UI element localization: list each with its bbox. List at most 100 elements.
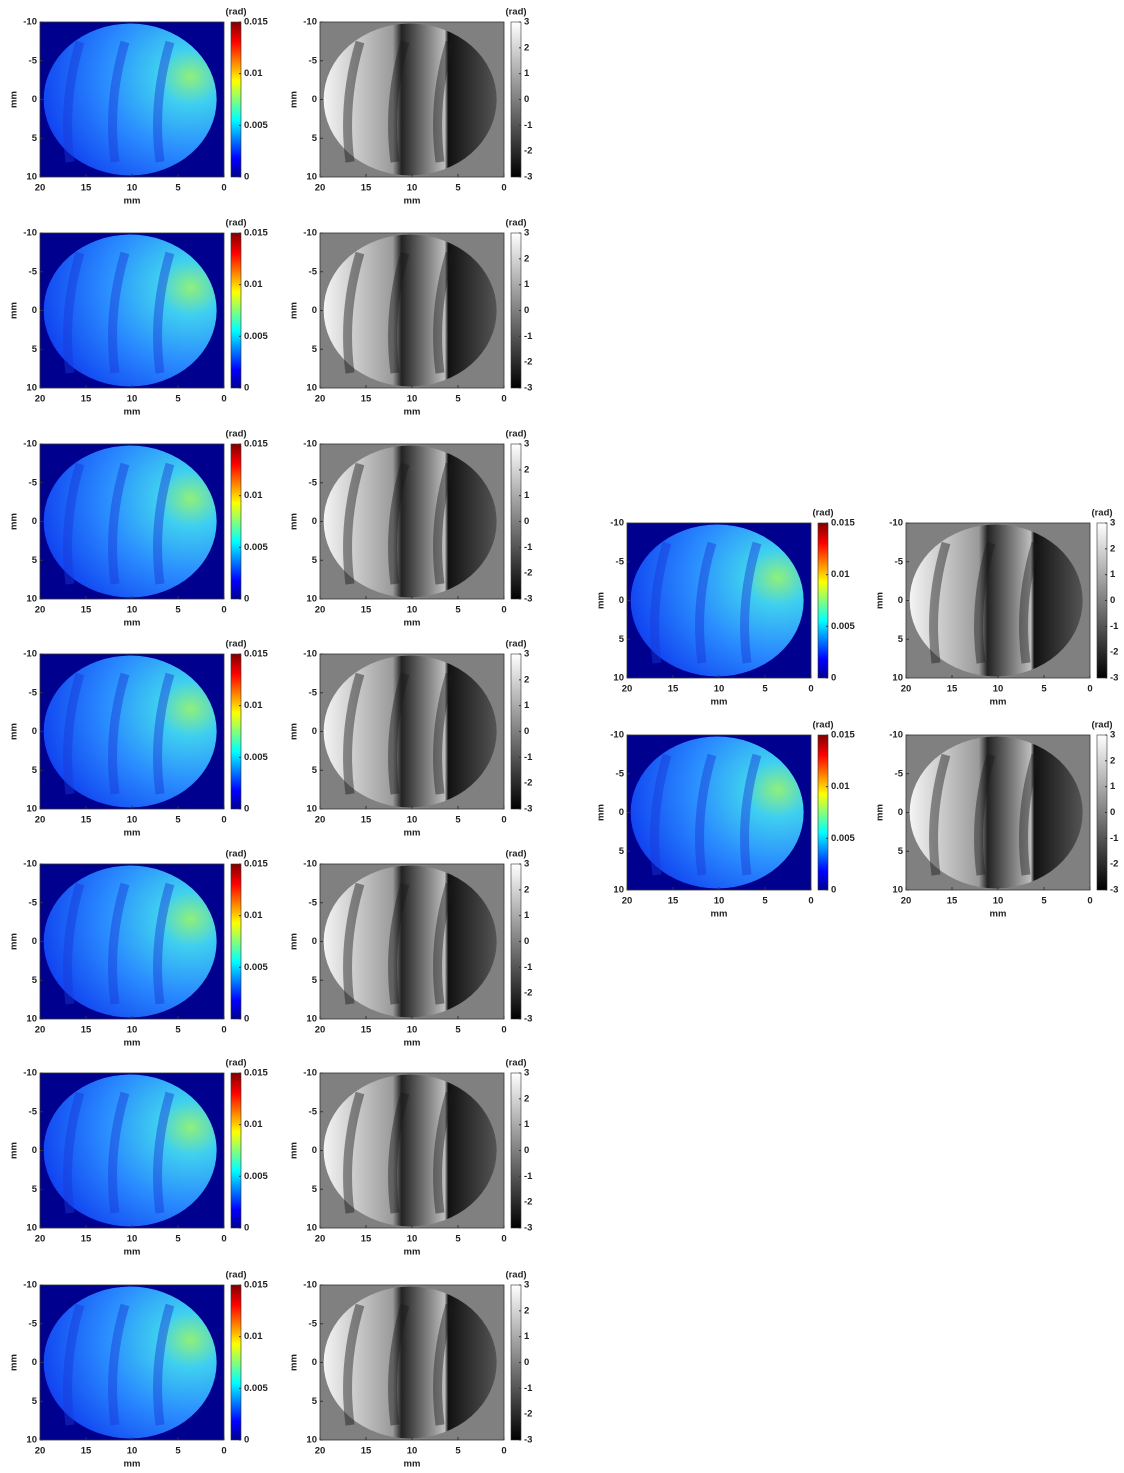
colorbar-tick-label: -2 xyxy=(524,1409,532,1420)
image-band xyxy=(153,251,175,374)
colorbar-tick-label: 0 xyxy=(244,594,249,605)
image-band xyxy=(153,462,175,585)
colorbar-label: (rad) xyxy=(505,429,526,440)
colorbar-label: (rad) xyxy=(225,429,246,440)
image-band xyxy=(343,251,365,374)
panel: 20 15 10 5 0 -10 -5 0 5 10 mm mm (rad) 0 0.005 0.01 0.01… xyxy=(9,1058,269,1258)
colorbar-label: (rad) xyxy=(505,1058,526,1069)
colorbar-tick-label: 2 xyxy=(524,464,529,475)
colorbar-tick-label: 0.01 xyxy=(244,279,263,290)
x-tick-label: 5 xyxy=(455,1446,461,1457)
x-tick-label: 5 xyxy=(455,815,461,826)
x-tick-label: 10 xyxy=(407,1446,418,1457)
y-tick-label: 10 xyxy=(26,804,37,815)
colorbar-tick-label: -3 xyxy=(524,1223,532,1234)
image-band xyxy=(343,1091,365,1214)
colorbar-tick-label: 3 xyxy=(524,439,529,450)
colorbar-tick-label: 1 xyxy=(524,279,530,290)
y-tick-label: -5 xyxy=(309,477,318,488)
y-tick-label: 0 xyxy=(32,1145,37,1156)
colorbar-tick-label: 2 xyxy=(524,42,529,53)
panel: 20 15 10 5 0 -10 -5 0 5 10 mm mm (rad) 0 0.005 0.01 0.01… xyxy=(596,720,856,920)
x-tick-label: 10 xyxy=(993,684,1004,695)
x-tick-label: 5 xyxy=(175,1234,181,1245)
image-aperture xyxy=(323,865,497,1018)
x-tick-label: 5 xyxy=(175,183,181,194)
y-tick-label: 5 xyxy=(312,975,318,986)
x-tick-label: 15 xyxy=(361,1234,372,1245)
x-tick-label: 5 xyxy=(455,605,461,616)
colorbar-tick-label: 0 xyxy=(244,172,249,183)
x-tick-label: 20 xyxy=(315,1025,326,1036)
y-tick-label: 5 xyxy=(619,846,625,857)
colorbar-tick-label: 3 xyxy=(1110,518,1115,529)
y-tick-label: -10 xyxy=(23,17,37,28)
y-tick-label: 5 xyxy=(312,133,318,144)
x-tick-label: 15 xyxy=(81,815,92,826)
y-tick-label: 0 xyxy=(312,94,317,105)
x-tick-label: 20 xyxy=(315,394,326,405)
colorbar-tick-label: 0.015 xyxy=(244,17,268,28)
y-tick-label: 0 xyxy=(32,1357,37,1368)
x-tick-label: 10 xyxy=(127,605,138,616)
y-axis-label: mm xyxy=(9,302,20,319)
y-tick-label: 0 xyxy=(32,936,37,947)
image-band xyxy=(108,882,130,1005)
colorbar-tick-label: -1 xyxy=(524,1171,533,1182)
y-tick-label: 5 xyxy=(312,765,318,776)
y-tick-label: 10 xyxy=(26,1223,37,1234)
colorbar-tick-label: 1 xyxy=(524,910,530,921)
x-tick-label: 20 xyxy=(35,1234,46,1245)
image-band xyxy=(433,1303,455,1426)
colorbar-tick-label: -3 xyxy=(524,804,532,815)
y-tick-label: 0 xyxy=(898,807,903,818)
image-aperture xyxy=(323,445,497,598)
x-axis-label: mm xyxy=(124,828,141,839)
image-aperture xyxy=(323,655,497,808)
colorbar-tick-label: -3 xyxy=(524,383,532,394)
colorbar-tick-label: 2 xyxy=(1110,543,1115,554)
colorbar-tick-label: -2 xyxy=(1110,859,1118,870)
image-band xyxy=(63,1091,85,1214)
y-tick-label: -5 xyxy=(616,768,625,779)
colorbar-tick-label: 0 xyxy=(524,726,529,737)
colorbar xyxy=(230,863,242,1020)
colorbar-label: (rad) xyxy=(225,7,246,18)
image-band xyxy=(1019,541,1041,664)
colorbar-tick-label: 2 xyxy=(524,674,529,685)
x-tick-label: 0 xyxy=(221,605,226,616)
image-band xyxy=(63,882,85,1005)
image-band xyxy=(929,541,951,664)
colorbar xyxy=(230,653,242,810)
image-band xyxy=(433,672,455,795)
image-aperture xyxy=(630,524,804,677)
y-axis-label: mm xyxy=(596,592,607,609)
colorbar-tick-label: 1 xyxy=(524,1119,530,1130)
colorbar-tick-label: 0 xyxy=(524,1357,529,1368)
x-tick-label: 15 xyxy=(81,394,92,405)
colorbar-tick-label: -1 xyxy=(524,120,533,131)
x-axis-label: mm xyxy=(404,196,421,207)
colorbar-tick-label: 1 xyxy=(1110,781,1116,792)
y-tick-label: 0 xyxy=(619,595,624,606)
y-tick-label: 0 xyxy=(32,305,37,316)
y-tick-label: -10 xyxy=(23,439,37,450)
y-tick-label: 5 xyxy=(619,634,625,645)
colorbar-tick-label: 3 xyxy=(1110,730,1115,741)
x-tick-label: 5 xyxy=(175,1446,181,1457)
x-tick-label: 0 xyxy=(808,896,813,907)
image-band xyxy=(740,541,762,664)
colorbar-tick-label: 0 xyxy=(831,673,836,684)
x-axis-label: mm xyxy=(124,196,141,207)
colorbar-tick-label: -2 xyxy=(524,778,532,789)
x-tick-label: 10 xyxy=(407,183,418,194)
x-tick-label: 5 xyxy=(455,183,461,194)
x-axis-label: mm xyxy=(711,697,728,708)
x-tick-label: 5 xyxy=(762,684,768,695)
x-tick-label: 0 xyxy=(221,1025,226,1036)
x-tick-label: 5 xyxy=(175,605,181,616)
colorbar-label: (rad) xyxy=(812,720,833,731)
y-tick-label: 0 xyxy=(32,94,37,105)
y-tick-label: 5 xyxy=(32,1396,38,1407)
image-band xyxy=(153,672,175,795)
